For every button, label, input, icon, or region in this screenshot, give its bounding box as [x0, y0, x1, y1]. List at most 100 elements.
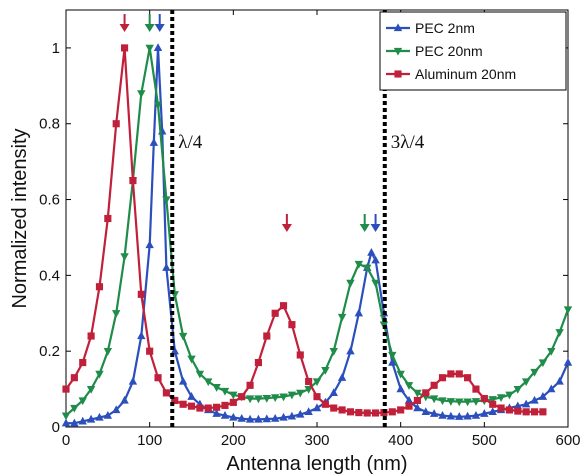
y-tick-label: 0.6 [39, 192, 60, 209]
data-point-pec-20nm [86, 385, 96, 394]
x-tick-label: 100 [137, 432, 162, 449]
data-point-pec-20nm [254, 395, 263, 404]
data-point-pec-20nm [429, 395, 439, 404]
data-point-pec-2nm [170, 346, 179, 355]
data-point-pec-20nm [346, 279, 355, 288]
legend-entry: PEC 20nm [386, 43, 483, 59]
data-point-pec-2nm [112, 405, 121, 414]
data-point-pec-20nm [321, 366, 330, 375]
data-point-pec-2nm [120, 395, 129, 404]
data-point-pec-20nm [463, 398, 472, 407]
data-point-pec-2nm [296, 409, 305, 418]
data-point-aluminum-20nm [120, 44, 129, 52]
data-point-pec-20nm [78, 397, 87, 406]
data-point-aluminum-20nm [162, 389, 170, 397]
series-line-pec-20nm [65, 46, 570, 417]
data-point-aluminum-20nm [363, 409, 371, 417]
data-point-pec-2nm [429, 409, 439, 417]
data-point-aluminum-20nm [405, 402, 413, 410]
data-point-pec-2nm [212, 409, 221, 417]
data-point-aluminum-20nm [539, 408, 547, 416]
series-pec-20nm [61, 44, 573, 421]
data-point-pec-20nm [95, 370, 104, 379]
data-point-pec-20nm [204, 378, 213, 387]
data-point-pec-20nm [103, 348, 113, 356]
data-point-pec-2nm [521, 399, 531, 408]
data-point-pec-2nm [354, 308, 364, 317]
data-point-pec-2nm [471, 411, 481, 419]
data-point-pec-2nm [367, 247, 376, 256]
data-point-aluminum-20nm [371, 409, 380, 417]
data-point-pec-20nm [547, 348, 556, 356]
y-axis-label: Normalized intensity [9, 128, 31, 308]
data-point-pec-20nm [363, 264, 372, 273]
data-point-pec-20nm [329, 348, 338, 356]
data-point-aluminum-20nm [438, 374, 447, 382]
data-point-aluminum-20nm [87, 332, 95, 340]
data-point-pec-2nm [103, 411, 113, 419]
data-point-pec-2nm [78, 416, 87, 425]
data-point-pec-20nm [112, 310, 121, 318]
legend-marker [393, 47, 403, 56]
data-point-pec-2nm [547, 384, 556, 393]
data-point-pec-20nm [70, 404, 79, 413]
data-point-aluminum-20nm [129, 177, 137, 185]
data-point-aluminum-20nm [472, 385, 480, 393]
data-point-aluminum-20nm [480, 394, 488, 403]
legend-marker [394, 70, 402, 78]
data-point-aluminum-20nm [355, 409, 363, 417]
data-point-pec-2nm [371, 255, 380, 264]
y-tick-label: 1 [52, 40, 60, 57]
data-point-pec-20nm [187, 355, 196, 364]
data-point-pec-20nm [555, 329, 564, 337]
x-tick-label: 600 [555, 432, 580, 449]
legend-entry: PEC 2nm [386, 20, 475, 36]
x-tick-label: 500 [472, 432, 497, 449]
data-point-aluminum-20nm [62, 385, 70, 393]
data-point-pec-2nm [388, 357, 397, 366]
data-point-pec-20nm [229, 391, 238, 400]
data-point-aluminum-20nm [305, 377, 313, 386]
data-point-pec-2nm [312, 403, 322, 412]
data-point-aluminum-20nm [346, 408, 355, 416]
data-point-pec-20nm [270, 394, 280, 403]
data-point-pec-2nm [262, 414, 271, 423]
data-point-aluminum-20nm [221, 401, 229, 409]
data-point-aluminum-20nm [530, 408, 539, 416]
data-point-aluminum-20nm [497, 404, 505, 412]
data-point-pec-2nm [220, 411, 230, 419]
data-point-pec-20nm [563, 306, 573, 315]
data-point-pec-2nm [187, 392, 196, 400]
legend: PEC 2nm PEC 20nm Aluminum 20nm [379, 11, 567, 91]
data-point-pec-20nm [279, 393, 288, 402]
data-point-aluminum-20nm [154, 374, 162, 382]
annotation-label: 3λ/4 [391, 132, 425, 153]
data-point-pec-2nm [413, 403, 422, 412]
data-point-pec-2nm [153, 43, 163, 52]
data-point-aluminum-20nm [271, 309, 279, 317]
data-point-pec-20nm [388, 351, 397, 360]
peak-arrow [370, 214, 381, 232]
data-point-pec-2nm [480, 409, 489, 417]
x-tick-label: 0 [62, 432, 70, 449]
data-point-pec-2nm [149, 138, 159, 146]
data-point-pec-20nm [413, 389, 422, 398]
data-point-pec-20nm [296, 389, 305, 398]
legend-label: PEC 2nm [415, 20, 475, 36]
data-point-pec-2nm [86, 414, 96, 423]
data-point-pec-2nm [555, 376, 564, 385]
data-point-aluminum-20nm [246, 381, 254, 389]
data-point-aluminum-20nm [397, 406, 405, 414]
data-point-aluminum-20nm [338, 406, 346, 414]
data-point-aluminum-20nm [313, 393, 321, 401]
data-point-pec-2nm [70, 418, 79, 427]
data-point-pec-20nm [162, 196, 171, 205]
data-point-pec-2nm [396, 384, 405, 393]
data-point-pec-2nm [178, 376, 188, 385]
legend-box [379, 11, 567, 91]
data-point-pec-2nm [95, 412, 104, 421]
data-point-pec-2nm [287, 411, 297, 420]
peak-arrow [119, 14, 130, 32]
y-tick-label: 0.8 [39, 116, 60, 133]
